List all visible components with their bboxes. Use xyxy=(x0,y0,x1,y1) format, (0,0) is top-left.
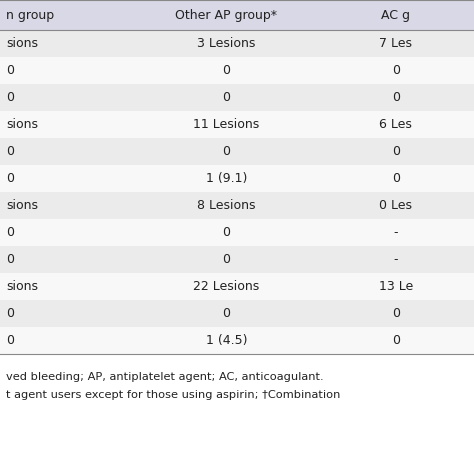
Bar xyxy=(0,327,135,354)
Bar xyxy=(0,165,135,192)
Bar xyxy=(135,327,318,354)
Bar xyxy=(318,57,474,84)
Bar xyxy=(318,138,474,165)
Text: -: - xyxy=(393,253,398,266)
Text: 6 Les: 6 Les xyxy=(379,118,412,131)
Text: 0: 0 xyxy=(6,226,14,239)
Text: 8 Lesions: 8 Lesions xyxy=(197,199,255,212)
Bar xyxy=(135,246,318,273)
Text: 0: 0 xyxy=(392,307,400,320)
Text: sions: sions xyxy=(6,280,38,293)
Text: 1 (9.1): 1 (9.1) xyxy=(206,172,247,185)
Bar xyxy=(0,30,135,57)
Bar xyxy=(0,111,135,138)
Bar xyxy=(318,273,474,300)
Bar xyxy=(0,273,135,300)
Bar xyxy=(318,300,474,327)
Bar xyxy=(318,165,474,192)
Bar xyxy=(135,219,318,246)
Text: sions: sions xyxy=(6,37,38,50)
Text: 0 Les: 0 Les xyxy=(379,199,412,212)
Bar xyxy=(318,30,474,57)
Bar xyxy=(318,192,474,219)
Bar xyxy=(135,84,318,111)
Text: 7 Les: 7 Les xyxy=(379,37,412,50)
Text: 0: 0 xyxy=(6,91,14,104)
Bar xyxy=(135,111,318,138)
Text: 22 Lesions: 22 Lesions xyxy=(193,280,259,293)
Text: 0: 0 xyxy=(392,145,400,158)
Bar xyxy=(0,0,135,30)
Text: n group: n group xyxy=(6,9,54,21)
Bar xyxy=(135,165,318,192)
Bar xyxy=(135,192,318,219)
Text: 0: 0 xyxy=(6,307,14,320)
Bar xyxy=(135,30,318,57)
Text: 0: 0 xyxy=(392,64,400,77)
Bar xyxy=(135,300,318,327)
Text: 0: 0 xyxy=(222,226,230,239)
Bar xyxy=(0,84,135,111)
Text: 13 Le: 13 Le xyxy=(379,280,413,293)
Text: 0: 0 xyxy=(6,253,14,266)
Bar xyxy=(0,192,135,219)
Text: 0: 0 xyxy=(6,64,14,77)
Text: ved bleeding; AP, antiplatelet agent; AC, anticoagulant.: ved bleeding; AP, antiplatelet agent; AC… xyxy=(6,372,324,382)
Text: 0: 0 xyxy=(222,253,230,266)
Bar xyxy=(135,57,318,84)
Text: 0: 0 xyxy=(392,172,400,185)
Text: 0: 0 xyxy=(392,334,400,347)
Text: sions: sions xyxy=(6,118,38,131)
Text: Other AP group*: Other AP group* xyxy=(175,9,277,21)
Bar xyxy=(135,273,318,300)
Text: AC g: AC g xyxy=(381,9,410,21)
Text: 0: 0 xyxy=(6,334,14,347)
Bar xyxy=(135,138,318,165)
Text: 0: 0 xyxy=(6,145,14,158)
Bar xyxy=(318,0,474,30)
Bar xyxy=(135,0,318,30)
Text: -: - xyxy=(393,226,398,239)
Text: 0: 0 xyxy=(222,307,230,320)
Bar xyxy=(318,111,474,138)
Text: 0: 0 xyxy=(222,64,230,77)
Text: 0: 0 xyxy=(392,91,400,104)
Bar xyxy=(0,300,135,327)
Text: 1 (4.5): 1 (4.5) xyxy=(206,334,247,347)
Text: 0: 0 xyxy=(6,172,14,185)
Bar xyxy=(318,246,474,273)
Bar xyxy=(318,84,474,111)
Bar xyxy=(318,327,474,354)
Bar xyxy=(0,138,135,165)
Text: 3 Lesions: 3 Lesions xyxy=(197,37,255,50)
Text: t agent users except for those using aspirin; †Combination: t agent users except for those using asp… xyxy=(6,390,340,400)
Text: 0: 0 xyxy=(222,145,230,158)
Text: sions: sions xyxy=(6,199,38,212)
Bar xyxy=(0,219,135,246)
Bar xyxy=(318,219,474,246)
Bar xyxy=(0,57,135,84)
Text: 11 Lesions: 11 Lesions xyxy=(193,118,259,131)
Bar xyxy=(0,246,135,273)
Text: 0: 0 xyxy=(222,91,230,104)
